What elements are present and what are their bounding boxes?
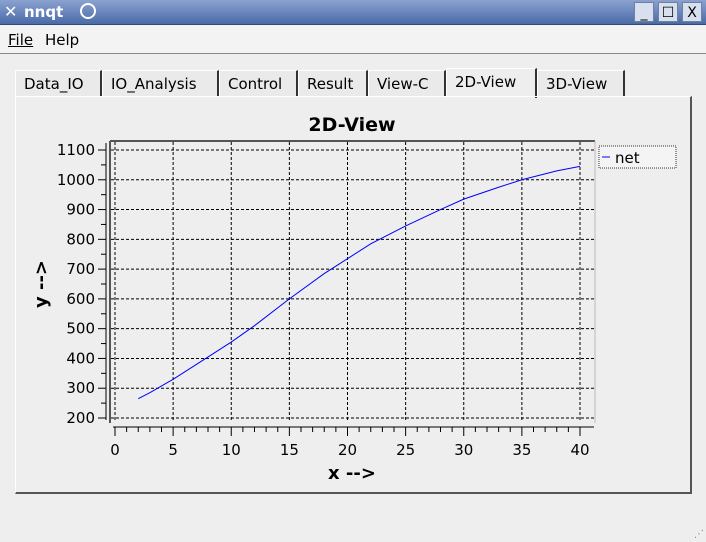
- menu-bar: File Help: [0, 25, 706, 54]
- title-bar: ✕ nnqt _ ☐ X: [0, 0, 706, 25]
- x-axis-label: x -->: [328, 463, 376, 484]
- tab-2d-view[interactable]: 2D-View: [446, 68, 537, 98]
- menu-file[interactable]: File: [8, 31, 34, 49]
- series-line-net: [138, 165, 581, 400]
- y-tick-label: 1000: [57, 171, 95, 189]
- tab-3d-view[interactable]: 3D-View: [537, 70, 625, 96]
- y-tick-label: 700: [66, 260, 95, 278]
- minimize-button[interactable]: _: [634, 2, 654, 22]
- tab-panel: [15, 96, 692, 494]
- tab-io-analysis[interactable]: IO_Analysis: [102, 70, 219, 96]
- x-tick-label: 5: [168, 441, 178, 459]
- legend[interactable]: net: [598, 145, 677, 169]
- x-tick-label: 40: [570, 441, 589, 459]
- close-button[interactable]: X: [682, 2, 702, 22]
- y-tick-label: 1100: [57, 141, 95, 159]
- y-tick-label: 400: [66, 349, 95, 367]
- x-tick-label: 0: [110, 441, 120, 459]
- tab-data-io[interactable]: Data_IO: [15, 70, 102, 96]
- resize-grip[interactable]: ⋰: [694, 529, 704, 540]
- x-tick-label: 25: [396, 441, 415, 459]
- y-tick-label: 800: [66, 230, 95, 248]
- x-tick-label: 15: [280, 441, 299, 459]
- window-title: nnqt: [24, 3, 64, 21]
- tab-view-c[interactable]: View-C: [368, 70, 446, 96]
- x-tick-label: 30: [454, 441, 473, 459]
- plot-canvas: [110, 142, 595, 422]
- x-tick-label: 20: [338, 441, 357, 459]
- tab-control[interactable]: Control: [219, 70, 298, 96]
- x-logo-icon: ✕: [4, 2, 18, 21]
- maximize-button[interactable]: ☐: [658, 2, 678, 22]
- menu-help[interactable]: Help: [45, 31, 80, 49]
- y-axis-label: y -->: [31, 260, 52, 308]
- legend-label-net: net: [615, 149, 640, 167]
- x-tick-label: 35: [512, 441, 531, 459]
- y-tick-label: 900: [66, 201, 95, 219]
- y-tick-label: 300: [66, 379, 95, 397]
- chart-title: 2D-View: [308, 114, 395, 136]
- y-tick-label: 500: [66, 320, 95, 338]
- x-tick-label: 10: [222, 441, 241, 459]
- tab-result[interactable]: Result: [298, 70, 368, 96]
- y-tick-label: 200: [66, 409, 95, 427]
- app-logo-icon: [80, 3, 96, 19]
- y-tick-label: 600: [66, 290, 95, 308]
